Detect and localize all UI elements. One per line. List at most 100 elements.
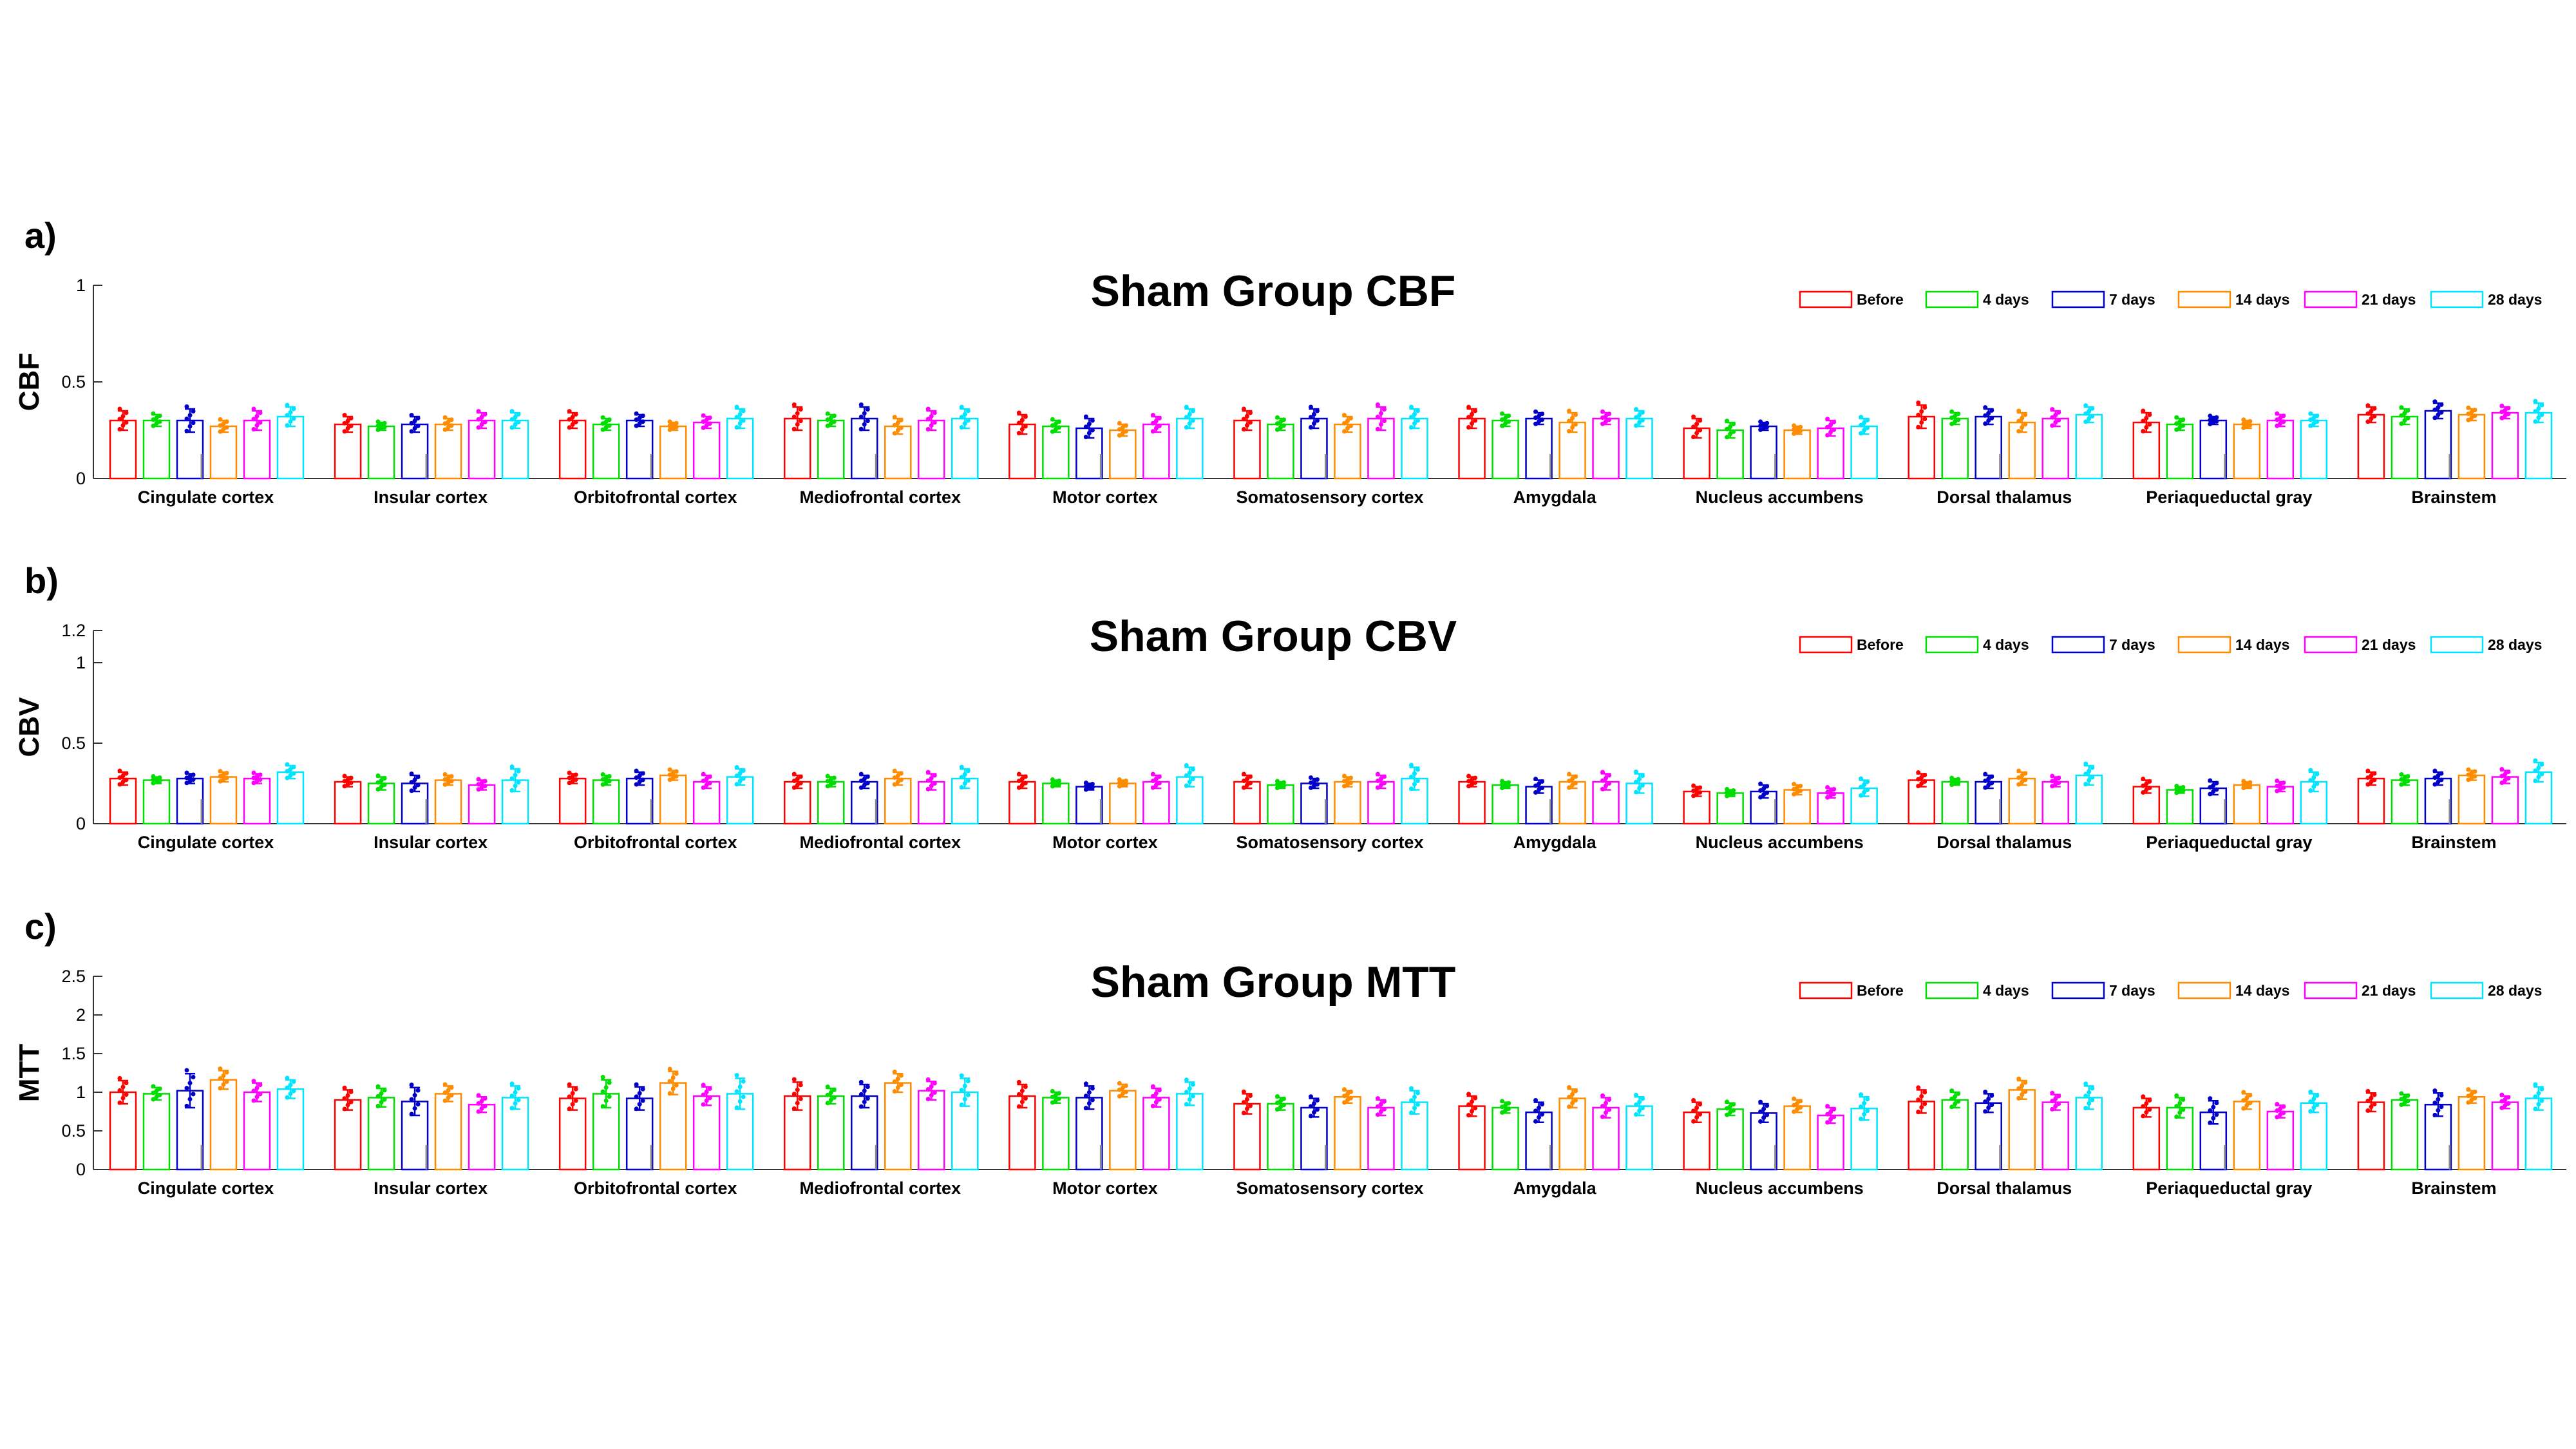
bar [1334,781,1361,825]
data-point [117,417,122,422]
data-point [221,1073,226,1078]
data-point [1086,1101,1092,1106]
data-point [415,775,421,779]
data-point [1798,788,1803,793]
data-point [476,1109,481,1114]
category-label: Periaqueductal gray [2146,833,2312,852]
data-point [516,1097,521,1103]
data-point [892,782,897,787]
data-point [2141,408,2146,413]
data-point [409,772,414,776]
data-point [1056,782,1061,786]
data-point [2533,758,2538,763]
data-point [1986,1096,1991,1101]
bar [2458,413,2486,480]
data-point [2275,1101,2280,1106]
data-point [1408,1086,1414,1091]
data-point [2056,1101,2061,1106]
data-point [1765,424,1770,430]
data-point [734,1105,739,1110]
data-point [567,770,572,775]
data-point [1016,1092,1021,1097]
bar [1750,425,1777,480]
bar [209,776,238,825]
data-point [2056,417,2061,422]
data-point [1016,1104,1021,1109]
bar [2391,415,2419,480]
data-point [1798,784,1803,788]
data-point [348,1099,354,1104]
category-label: Motor cortex [1052,488,1158,507]
bar [1142,1097,1170,1171]
legend-swatch [2051,981,2105,999]
data-point [342,421,347,426]
data-point [2365,1108,2371,1113]
legend-swatch [1925,290,1979,308]
data-point [1408,425,1414,430]
data-point [1983,772,1988,777]
chart-title: Sham Group CBF [1091,267,1456,316]
bar [1941,781,1969,825]
data-point [1150,785,1155,790]
data-point [798,407,803,412]
data-point [1989,415,1994,421]
data-point [2315,1093,2320,1098]
data-point [2466,1100,2471,1105]
data-point [1415,1090,1420,1095]
data-point [379,1091,384,1096]
bar [1975,415,2002,480]
data-point [1378,1109,1383,1114]
data-point [2083,782,2088,786]
data-point [1919,409,1924,414]
data-point [607,423,612,428]
data-point [2399,405,2404,410]
data-point [1828,1110,1833,1115]
bar [2041,781,2069,825]
data-point [2439,771,2444,776]
data-point [513,1101,518,1106]
data-point [2241,1098,2246,1103]
data-point [1090,785,1095,790]
data-point [1314,1107,1320,1112]
data-point [2174,427,2179,432]
data-point [2405,1099,2410,1104]
data-point [412,426,417,431]
data-point [798,419,803,424]
category-label: Mediofrontal cortex [800,1179,961,1198]
data-point [2214,415,2219,420]
data-point [2087,409,2092,414]
category-label: Insular cortex [374,833,488,852]
data-point [1862,421,1867,426]
data-point [2439,777,2444,782]
data-point [2181,788,2186,793]
category-label: Somatosensory cortex [1236,833,1423,852]
data-point [1825,1104,1830,1109]
data-point [1157,423,1162,428]
data-point [117,782,122,787]
data-point [1956,780,1961,785]
data-point [409,1082,414,1087]
y-tick-label: 2 [76,1005,86,1025]
data-point [1123,782,1128,786]
data-point [667,1079,672,1084]
data-point [2056,410,2061,415]
data-point [1500,1099,1505,1104]
data-point [1470,412,1475,417]
data-point [1761,1115,1766,1121]
data-point [191,421,196,426]
bar [1334,1095,1361,1171]
data-point [1120,425,1125,430]
data-point [1408,404,1414,410]
data-point [442,1098,448,1103]
data-point [2147,412,2152,417]
bar [243,1091,271,1171]
data-point [1865,1097,1870,1102]
data-point [962,412,967,417]
data-point [1989,1093,1994,1098]
data-point [865,781,870,786]
bar [918,1090,945,1171]
data-point [929,1093,934,1098]
category-label: Somatosensory cortex [1236,1179,1423,1198]
data-point [2020,773,2025,778]
